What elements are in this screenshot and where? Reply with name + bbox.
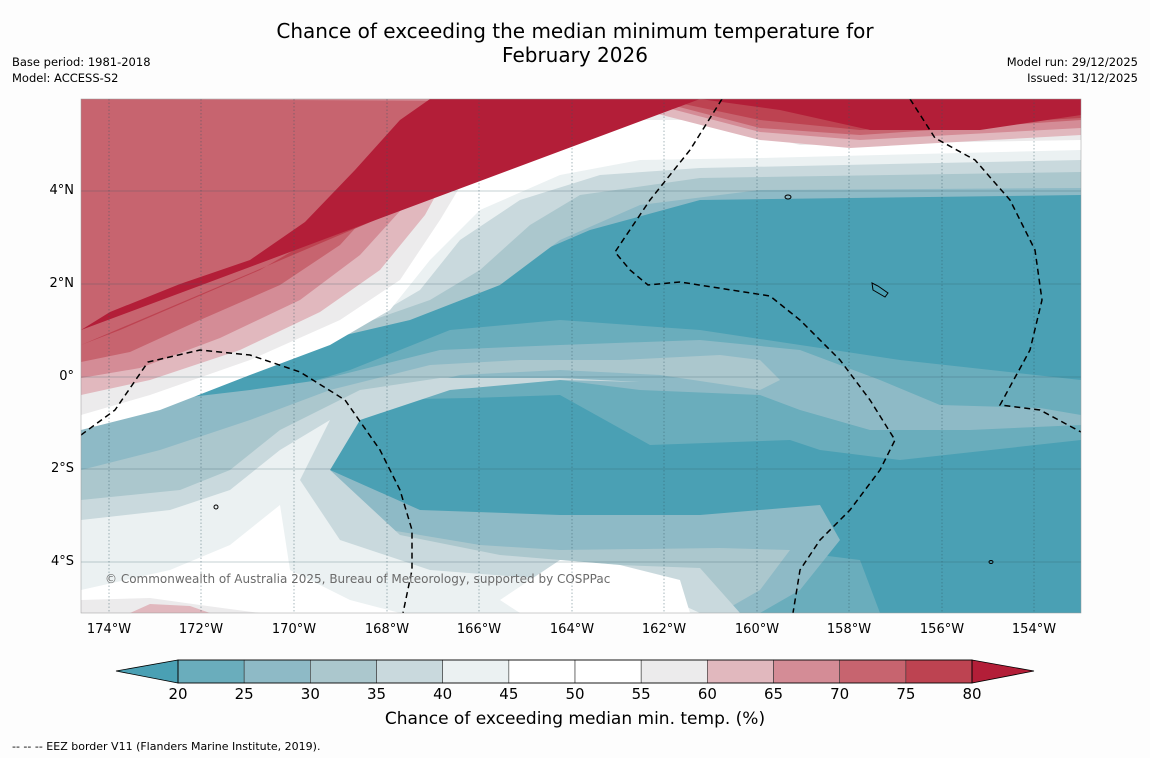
colorbar-segment: [376, 659, 443, 684]
lat-label-2s: 2°S: [50, 461, 74, 476]
title-line-1: Chance of exceeding the median minimum t…: [276, 19, 874, 43]
colorbar-tick-label: 65: [763, 685, 784, 703]
colorbar-tick-label: 45: [499, 685, 519, 703]
colorbar-tick-label: 40: [433, 685, 453, 703]
meta-right: Model run: 29/12/2025 Issued: 31/12/2025: [1007, 54, 1138, 86]
colorbar: [115, 659, 1035, 684]
eez-borders: [81, 99, 1081, 613]
map-field: [81, 99, 1081, 613]
lon-label-172w: 172°W: [178, 622, 224, 637]
lat-label-4n: 4°N: [49, 183, 75, 198]
lon-label-162w: 162°W: [641, 622, 687, 637]
lon-label-170w: 170°W: [271, 622, 317, 637]
colorbar-title: Chance of exceeding median min. temp. (%…: [384, 709, 766, 729]
lon-label-164w: 164°W: [549, 622, 595, 637]
base-period: Base period: 1981-2018: [12, 55, 151, 69]
lon-label-156w: 156°W: [919, 622, 965, 637]
colorbar-segment: [310, 659, 377, 684]
colorbar-tick-label: 60: [697, 685, 717, 703]
colorbar-segment: [177, 659, 245, 684]
lon-label-174w: 174°W: [86, 622, 132, 637]
colorbar-tick-label: 50: [565, 685, 585, 703]
colorbar-segment: [243, 659, 311, 684]
copyright-notice: © Commonwealth of Australia 2025, Bureau…: [105, 572, 611, 586]
colorbar-tick-label: 75: [896, 685, 916, 703]
field-over-80: [81, 99, 1081, 330]
colorbar-segment: [574, 659, 642, 684]
lon-label-158w: 158°W: [826, 622, 872, 637]
lat-label-0: 0°: [59, 369, 74, 384]
colorbar-segment: [640, 659, 708, 684]
lat-label-2n: 2°N: [49, 276, 75, 291]
colorbar-high-arrow: [972, 660, 1034, 683]
colorbar-tick-label: 55: [631, 685, 651, 703]
colorbar-tick-label: 30: [300, 685, 320, 703]
colorbar-segment: [442, 659, 510, 684]
colorbar-tick-label: 35: [366, 685, 387, 703]
model-run: Model run: 29/12/2025: [1006, 55, 1138, 69]
eez-footnote: -- -- -- EEZ border V11 (Flanders Marine…: [12, 740, 321, 753]
latitude-lines: [81, 190, 1081, 563]
graticule: [108, 99, 1035, 613]
islands: [213, 194, 994, 564]
lon-label-160w: 160°W: [734, 622, 780, 637]
field-70-75: [81, 99, 1081, 362]
map-frame: [80, 98, 1082, 614]
colorbar-segment: [508, 659, 576, 684]
colorbar-tick-label: 70: [830, 685, 850, 703]
issued-date: Issued: 31/12/2025: [1027, 71, 1138, 85]
meta-left: Base period: 1981-2018 Model: ACCESS-S2: [12, 54, 151, 86]
lat-label-4s: 4°S: [50, 554, 74, 569]
colorbar-segment: [707, 659, 774, 684]
colorbar-low-arrow: [116, 660, 178, 683]
map-title: Chance of exceeding the median minimum t…: [0, 19, 1150, 67]
colorbar-segment: [839, 659, 907, 684]
lon-label-154w: 154°W: [1011, 622, 1057, 637]
lon-label-168w: 168°W: [364, 622, 410, 637]
colorbar-tick-label: 20: [168, 685, 188, 703]
title-line-2: February 2026: [502, 43, 648, 67]
colorbar-tick-label: 25: [234, 685, 254, 703]
colorbar-segment: [773, 659, 841, 684]
colorbar-tick-label: 80: [962, 685, 982, 703]
lon-label-166w: 166°W: [456, 622, 502, 637]
colorbar-segment: [905, 659, 973, 684]
model-name: Model: ACCESS-S2: [12, 71, 119, 85]
